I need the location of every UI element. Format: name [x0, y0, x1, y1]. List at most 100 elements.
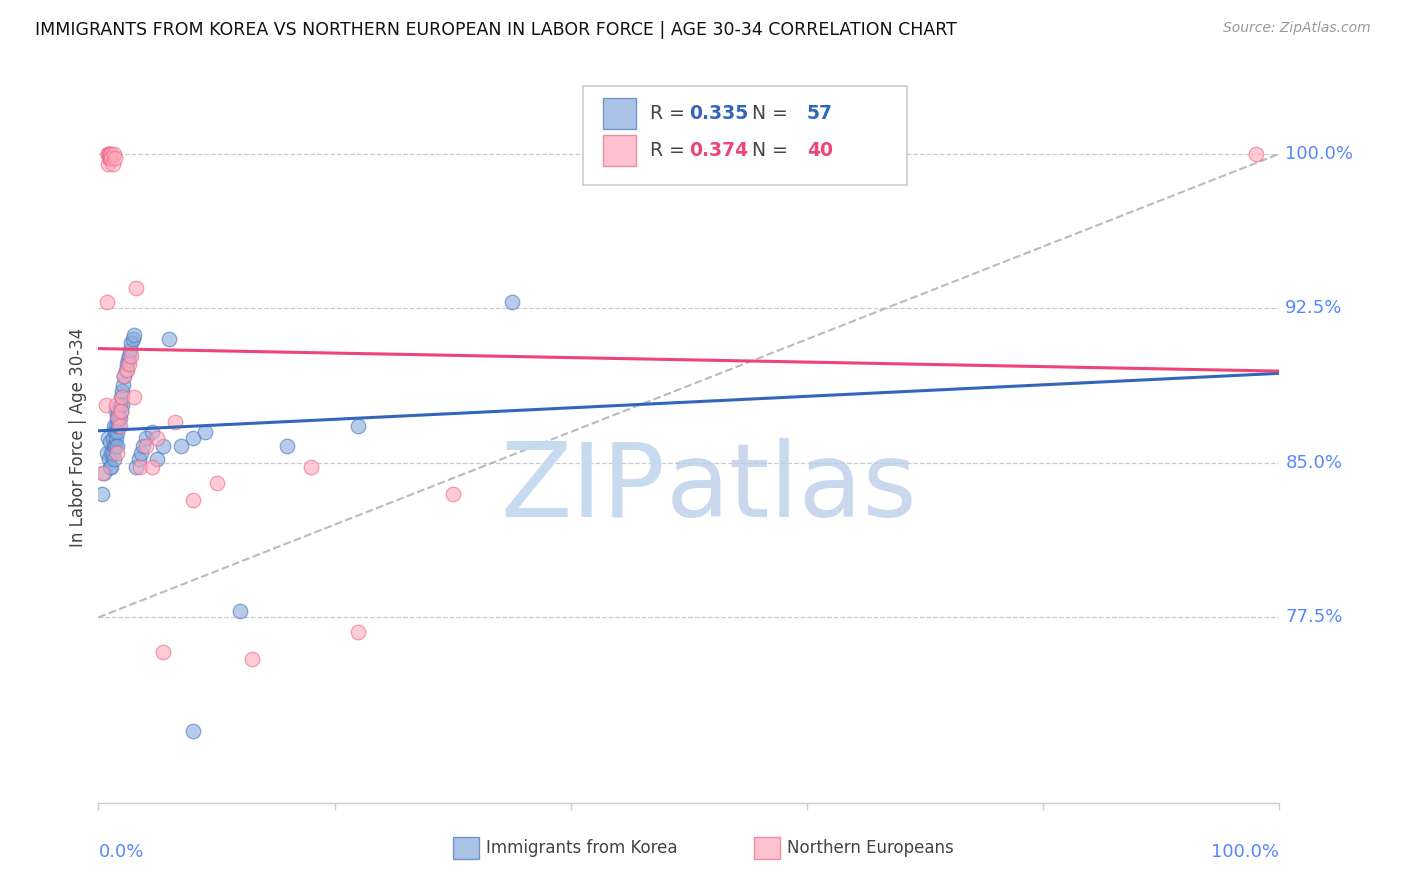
Point — [97, 157, 120, 171]
Point — [181, 492, 204, 507]
Point — [115, 363, 138, 377]
Point — [97, 431, 120, 445]
Point — [111, 398, 134, 412]
Point — [152, 439, 174, 453]
Point — [135, 439, 157, 453]
Point — [141, 425, 163, 439]
Point — [122, 328, 145, 343]
Point — [101, 431, 124, 445]
Point — [125, 459, 148, 474]
Point — [120, 343, 142, 357]
Point — [103, 439, 125, 453]
Point — [152, 645, 174, 659]
Point — [100, 445, 122, 459]
Point — [111, 384, 134, 398]
Point — [104, 439, 127, 453]
Point — [299, 459, 322, 474]
Point — [110, 390, 132, 404]
Point — [181, 723, 204, 738]
Text: Northern Europeans: Northern Europeans — [787, 839, 953, 857]
Text: 100.0%: 100.0% — [1212, 843, 1279, 861]
Text: 77.5%: 77.5% — [1285, 608, 1343, 626]
Y-axis label: In Labor Force | Age 30-34: In Labor Force | Age 30-34 — [69, 327, 87, 547]
Point — [441, 487, 464, 501]
Point — [128, 459, 150, 474]
Text: 57: 57 — [807, 104, 832, 123]
Point — [105, 439, 128, 453]
Point — [146, 431, 169, 445]
Point — [101, 445, 124, 459]
Point — [112, 369, 135, 384]
Point — [1244, 146, 1267, 161]
Point — [347, 418, 370, 433]
Point — [100, 459, 122, 474]
Point — [96, 445, 118, 459]
Point — [108, 418, 131, 433]
Point — [135, 431, 157, 445]
Point — [121, 332, 143, 346]
Point — [98, 151, 121, 165]
Point — [141, 459, 163, 474]
Point — [129, 445, 152, 459]
Point — [157, 332, 180, 346]
Point — [97, 146, 120, 161]
Point — [104, 151, 127, 165]
Point — [103, 146, 125, 161]
Point — [105, 404, 128, 418]
Point — [103, 418, 125, 433]
Point — [117, 352, 139, 367]
Point — [181, 431, 204, 445]
Point — [146, 451, 169, 466]
Point — [240, 651, 263, 665]
Point — [276, 439, 298, 453]
Point — [97, 146, 120, 161]
Bar — [603, 135, 636, 166]
Text: R =: R = — [650, 104, 690, 123]
Point — [125, 281, 148, 295]
Point — [229, 604, 252, 618]
Text: Immigrants from Korea: Immigrants from Korea — [486, 839, 678, 857]
Text: IMMIGRANTS FROM KOREA VS NORTHERN EUROPEAN IN LABOR FORCE | AGE 30-34 CORRELATIO: IMMIGRANTS FROM KOREA VS NORTHERN EUROPE… — [35, 21, 957, 38]
Point — [107, 410, 129, 425]
Point — [112, 369, 135, 384]
Bar — [453, 838, 478, 859]
Point — [121, 336, 143, 351]
Point — [93, 466, 115, 480]
Point — [114, 363, 136, 377]
Text: 92.5%: 92.5% — [1285, 300, 1343, 318]
FancyBboxPatch shape — [582, 86, 907, 185]
Point — [103, 451, 125, 466]
Point — [107, 418, 129, 433]
Text: ZIP: ZIP — [501, 438, 665, 539]
Point — [115, 357, 138, 371]
Point — [112, 377, 135, 392]
Point — [98, 146, 121, 161]
Point — [165, 415, 187, 429]
Point — [108, 398, 131, 412]
Text: 85.0%: 85.0% — [1285, 454, 1343, 472]
Text: N =: N = — [734, 104, 794, 123]
Point — [101, 157, 124, 171]
Point — [118, 357, 141, 371]
Text: 0.0%: 0.0% — [98, 843, 143, 861]
Point — [98, 151, 121, 165]
Point — [94, 398, 117, 412]
Point — [98, 451, 121, 466]
Text: 0.374: 0.374 — [689, 141, 748, 160]
Text: 40: 40 — [807, 141, 832, 160]
Point — [98, 435, 121, 450]
Text: 100.0%: 100.0% — [1285, 145, 1354, 162]
Point — [121, 349, 143, 363]
Bar — [603, 98, 636, 129]
Point — [122, 390, 145, 404]
Point — [107, 404, 129, 418]
Point — [105, 410, 128, 425]
Point — [105, 445, 128, 459]
Point — [108, 410, 131, 425]
Point — [118, 349, 141, 363]
Point — [98, 146, 121, 161]
Point — [96, 295, 118, 310]
Point — [347, 624, 370, 639]
Point — [105, 425, 128, 439]
Point — [100, 146, 122, 161]
